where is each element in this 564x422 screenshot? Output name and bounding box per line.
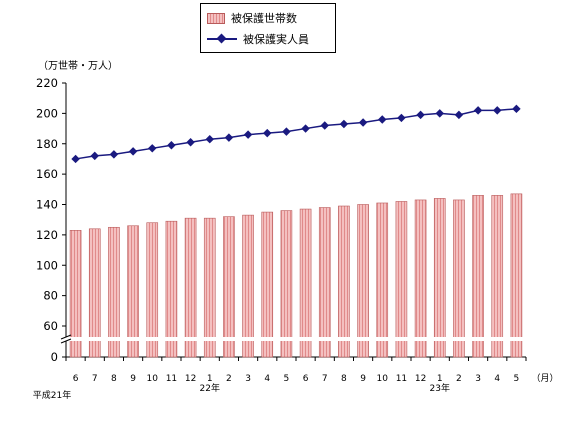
bar-households: [376, 202, 389, 358]
marker-persons: [224, 133, 234, 142]
marker-persons: [320, 121, 329, 130]
x-tick-label: 8: [111, 374, 117, 384]
x-tick-label: 4: [494, 374, 500, 384]
x-tick-label: 6: [73, 374, 79, 384]
x-tick-label: 5: [514, 374, 520, 384]
marker-persons: [128, 147, 138, 156]
x-tick-label: 9: [130, 374, 136, 384]
marker-persons: [205, 134, 214, 144]
marker-persons: [435, 109, 444, 118]
y-axis-unit-label: （万世帯・万人）: [38, 61, 118, 72]
bar-households: [338, 205, 350, 358]
year-label: 23年: [430, 382, 450, 394]
marker-persons: [416, 110, 425, 120]
legend-label-persons: 被保護実人員: [243, 33, 309, 46]
marker-persons: [263, 128, 272, 138]
marker-persons: [90, 151, 99, 161]
marker-persons: [71, 154, 80, 164]
axis-break-mark: [60, 334, 72, 340]
x-tick-label: 2: [456, 374, 462, 384]
x-tick-label: 11: [166, 374, 177, 384]
bar-households: [357, 204, 369, 358]
x-tick-label: 7: [322, 374, 328, 384]
x-tick-label: 3: [245, 374, 251, 384]
bar-households: [318, 207, 331, 358]
x-axis-unit-label: （月）: [531, 373, 558, 384]
x-tick-label: 10: [377, 374, 389, 384]
y-tick-label: 100: [36, 258, 58, 272]
bar-households: [472, 195, 484, 358]
bar-households: [280, 210, 293, 358]
bar-swatch-icon: [207, 12, 225, 24]
bar-households: [510, 193, 523, 358]
marker-persons: [148, 144, 157, 153]
axis-break-mark: [60, 338, 72, 344]
bar-households: [165, 220, 178, 358]
y-tick-label: 160: [36, 167, 58, 181]
bar-households: [127, 225, 139, 358]
bar-households: [414, 199, 427, 358]
x-tick-label: 1: [437, 374, 443, 384]
marker-persons: [473, 106, 483, 115]
x-tick-label: 3: [475, 374, 481, 384]
marker-persons: [454, 110, 464, 120]
x-tick-label: 9: [360, 374, 366, 384]
marker-persons: [282, 127, 291, 136]
marker-persons: [167, 141, 176, 150]
marker-persons: [339, 119, 349, 129]
bar-households: [242, 214, 254, 358]
marker-persons: [397, 113, 406, 123]
marker-persons: [493, 106, 502, 115]
bar-households: [88, 228, 101, 358]
bar-households: [69, 230, 82, 358]
marker-persons: [358, 118, 368, 127]
bar-households: [453, 199, 465, 358]
y-tick-label: 140: [36, 198, 58, 212]
bar-households: [395, 201, 408, 358]
bar-households: [108, 226, 120, 358]
year-label: 平成21年: [33, 389, 71, 401]
x-tick-label: 2: [226, 374, 232, 384]
bar-households: [299, 208, 312, 358]
marker-persons: [378, 115, 387, 124]
bar-households: [146, 222, 159, 358]
x-tick-label: 12: [415, 374, 426, 384]
x-tick-label: 8: [341, 374, 347, 384]
marker-persons: [512, 104, 521, 114]
marker-persons: [186, 137, 195, 147]
legend: 被保護世帯数 被保護実人員: [200, 3, 336, 53]
legend-item-persons: 被保護実人員: [207, 31, 309, 47]
y-tick-label: 0: [51, 350, 58, 364]
y-tick-label: 80: [43, 289, 58, 303]
axis-break-gap: [60, 337, 528, 341]
line-persons: [75, 108, 517, 160]
y-tick-label: 200: [36, 106, 58, 120]
bar-households: [203, 217, 216, 358]
bar-households: [184, 217, 197, 358]
year-label: 22年: [200, 382, 220, 394]
y-tick-label: 60: [43, 319, 58, 333]
bar-households: [433, 198, 446, 358]
bar-households: [261, 211, 274, 358]
x-tick-label: 12: [185, 374, 196, 384]
x-tick-label: 1: [207, 374, 213, 384]
bar-households: [491, 195, 504, 358]
y-tick-label: 120: [36, 228, 58, 242]
marker-persons: [243, 130, 253, 139]
marker-persons: [301, 124, 310, 133]
y-tick-label: 180: [36, 137, 58, 151]
x-tick-label: 4: [264, 374, 270, 384]
bar-households: [223, 216, 235, 358]
x-tick-label: 5: [284, 374, 290, 384]
x-tick-label: 11: [396, 374, 407, 384]
marker-persons: [109, 150, 119, 159]
x-tick-label: 7: [92, 374, 98, 384]
y-tick-label: 220: [36, 76, 58, 90]
x-tick-label: 6: [303, 374, 309, 384]
legend-item-households: 被保護世帯数: [207, 10, 297, 26]
line-swatch-icon: [207, 34, 237, 44]
legend-label-households: 被保護世帯数: [231, 12, 297, 25]
x-tick-label: 10: [147, 374, 159, 384]
